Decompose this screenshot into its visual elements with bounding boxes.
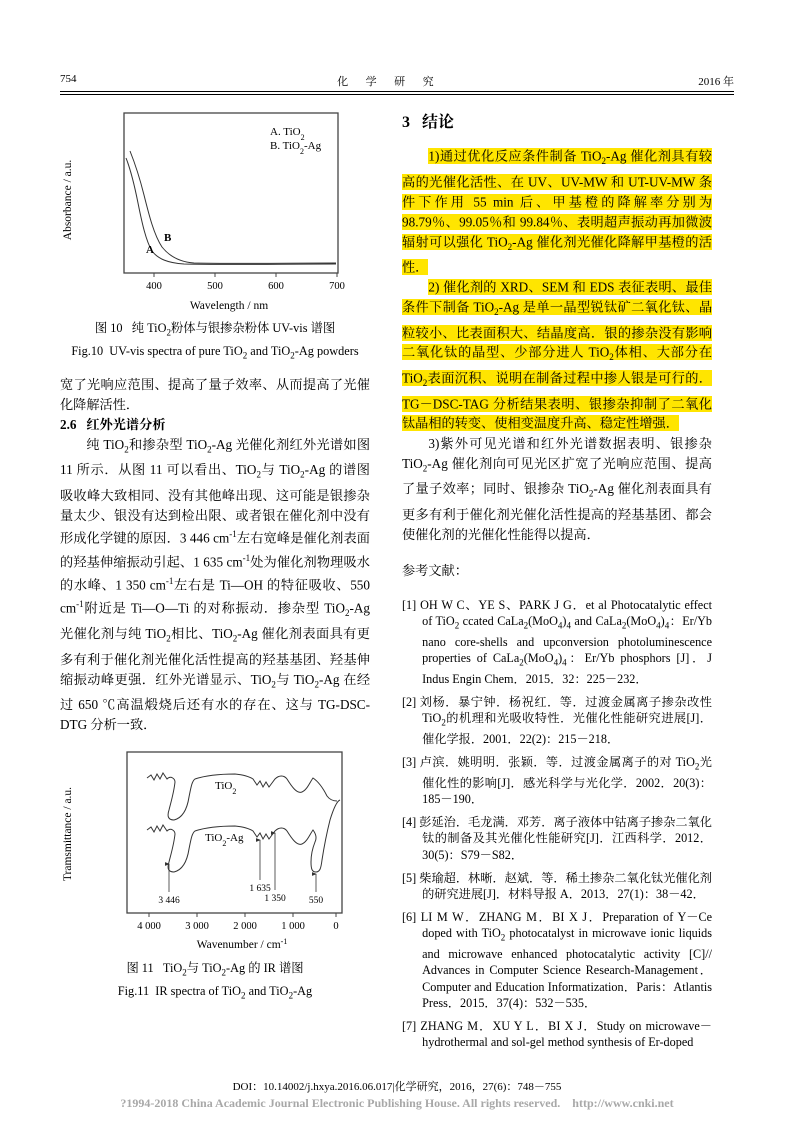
svg-text:2 000: 2 000 bbox=[233, 921, 257, 932]
svg-text:500: 500 bbox=[207, 281, 223, 292]
svg-text:Tramsmittance / a.u.: Tramsmittance / a.u. bbox=[62, 787, 74, 881]
svg-text:Wavenumber / cm-1: Wavenumber / cm-1 bbox=[197, 937, 288, 952]
svg-text:400: 400 bbox=[146, 281, 162, 292]
svg-text:Wavelength / nm: Wavelength / nm bbox=[190, 300, 268, 312]
svg-text:4 000: 4 000 bbox=[137, 921, 161, 932]
svg-text:1 350: 1 350 bbox=[264, 894, 286, 904]
svg-text:B. TiO2-Ag: B. TiO2-Ag bbox=[270, 140, 322, 156]
svg-text:1 000: 1 000 bbox=[281, 921, 305, 932]
svg-text:3 000: 3 000 bbox=[185, 921, 209, 932]
svg-text:3 446: 3 446 bbox=[158, 896, 180, 906]
svg-text:600: 600 bbox=[268, 281, 284, 292]
svg-text:TiO2-Ag: TiO2-Ag bbox=[205, 832, 244, 848]
svg-text:550: 550 bbox=[309, 896, 324, 906]
svg-text:TiO2: TiO2 bbox=[215, 780, 236, 796]
svg-text:0: 0 bbox=[333, 921, 338, 932]
svg-text:B: B bbox=[164, 232, 172, 244]
svg-text:700: 700 bbox=[329, 281, 345, 292]
svg-text:1 635: 1 635 bbox=[249, 884, 271, 894]
svg-text:A: A bbox=[146, 244, 154, 256]
svg-text:Absorbance / a.u.: Absorbance / a.u. bbox=[62, 160, 74, 241]
